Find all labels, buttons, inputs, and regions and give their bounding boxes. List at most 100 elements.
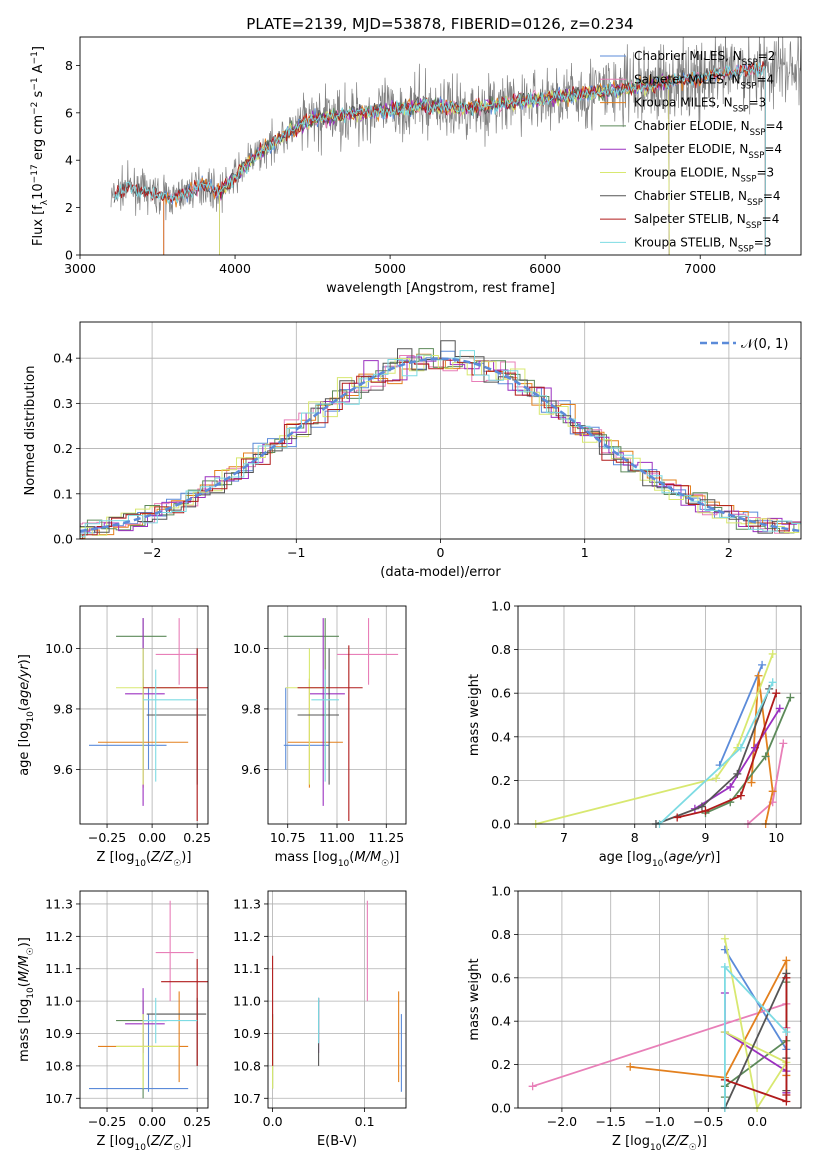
mass-weight-point (626, 1062, 635, 1071)
legend-label: Chabrier MILES, NSSP=2 (634, 49, 775, 68)
residual-histogram (80, 350, 801, 538)
y-tick-label: 8 (65, 58, 73, 73)
legend-label: Chabrier ELODIE, NSSP=4 (634, 119, 783, 138)
mass-weight-point (775, 704, 784, 713)
x-tick-label: −2 (143, 545, 161, 560)
x-tick-label: 7000 (684, 261, 716, 276)
x-tick-label: −2.0 (547, 1114, 577, 1129)
x-tick-label: −1.5 (596, 1114, 626, 1129)
legend-label: Kroupa STELIB, NSSP=3 (634, 235, 772, 254)
observed-spectrum (110, 37, 801, 221)
x-tick-label: 10.75 (270, 830, 306, 845)
mass-weight-point (761, 752, 770, 761)
axes-frame (79, 605, 209, 825)
mass-weight-point (772, 689, 781, 698)
x-tick-label: 6000 (529, 261, 561, 276)
legend-label: Salpeter STELIB, NSSP=4 (634, 212, 779, 231)
y-tick-label: 9.6 (53, 762, 73, 777)
mass-weight-line (705, 697, 792, 814)
mass-weight-point (697, 802, 706, 811)
x-tick-label: 4000 (219, 261, 251, 276)
y-tick-label: 11.2 (45, 929, 73, 944)
mass-weight-point (782, 973, 791, 982)
axes-frame (517, 605, 802, 825)
mass-weight-point (768, 649, 777, 658)
x-axis-label: Z [log10(Z/Z☉)] (612, 1134, 707, 1153)
age-vs-mass-axes: 10.75 11.00 11.25 9.6 9.8 10.0 (233, 606, 406, 845)
y-tick-label: 0.2 (53, 441, 73, 456)
mass-vs-Z-axes: −0.25 0.00 0.25 10.7 10.8 10.9 11.0 11.1 11.2 11.… (45, 891, 211, 1129)
x-axis-label: Z [log10(Z/Z☉)] (97, 850, 192, 869)
y-tick-label: 9.8 (241, 701, 261, 716)
mass-weight-point (720, 934, 729, 943)
y-tick-label: 11.0 (233, 994, 261, 1009)
mass-weight-point (754, 671, 763, 680)
x-tick-label: −0.25 (88, 830, 126, 845)
x-axis-label: (data-model)/error (380, 565, 501, 580)
x-axis-label: E(B-V) (317, 1134, 357, 1149)
mass-weight-point (779, 739, 788, 748)
y-tick-label: 0.2 (491, 1057, 511, 1072)
legend-label: Chabrier STELIB, NSSP=4 (634, 189, 781, 208)
x-axis-label: mass [log10(M/M☉)] (275, 850, 400, 869)
x-tick-label: 2 (725, 545, 733, 560)
x-tick-label: 0.00 (138, 1114, 166, 1129)
y-tick-label: 11.1 (233, 961, 261, 976)
y-tick-label: 10.7 (45, 1091, 73, 1106)
y-axis-label: Flux [fλ10−17 erg cm−2 s−1 A−1] (30, 46, 50, 246)
y-tick-label: 0.0 (53, 532, 73, 547)
mass-weight-point (786, 693, 795, 702)
mass-weight-line (676, 692, 778, 819)
y-tick-label: 10.8 (45, 1058, 73, 1073)
x-tick-label: 3000 (64, 261, 96, 276)
y-tick-label: 11.3 (45, 896, 73, 911)
x-tick-label: 11.00 (319, 830, 355, 845)
y-tick-label: 0.3 (53, 396, 73, 411)
figure-title: PLATE=2139, MJD=53878, FIBERID=0126, z=0… (246, 15, 633, 33)
y-tick-label: 11.0 (45, 994, 73, 1009)
spectrum-legend: Chabrier MILES, NSSP=2 Salpeter MILES, NS… (600, 49, 783, 254)
x-tick-label: 0.1 (355, 1114, 375, 1129)
y-tick-label: 10.7 (233, 1091, 261, 1106)
residual-histogram (80, 359, 801, 540)
x-tick-label: 9 (702, 830, 710, 845)
x-axis-label: age [log10(age/yr)] (599, 850, 721, 869)
x-tick-label: 8 (631, 830, 639, 845)
mass-weight-point (712, 774, 721, 783)
y-tick-label: 0.8 (491, 642, 511, 657)
age-vs-Z-axes: −0.25 0.00 0.25 9.6 9.8 10.0 (45, 606, 211, 845)
axes-frame (79, 890, 209, 1109)
y-tick-label: 10.0 (45, 641, 73, 656)
mass-weight-line (724, 938, 788, 1111)
x-tick-label: 0.00 (138, 830, 166, 845)
x-tick-label: −1.0 (644, 1114, 674, 1129)
mass-weight-point (768, 787, 777, 796)
y-tick-label: 2 (65, 200, 73, 215)
mass-weight-point (747, 778, 756, 787)
x-tick-label: 7 (560, 830, 568, 845)
x-tick-label: −1 (287, 545, 305, 560)
axes-frame (79, 36, 802, 256)
y-tick-label: 0.8 (491, 927, 511, 942)
x-tick-label: 5000 (374, 261, 406, 276)
x-tick-label: 10 (768, 830, 784, 845)
model-spectrum (113, 62, 766, 255)
y-tick-label: 11.2 (233, 929, 261, 944)
y-tick-label: 1.0 (491, 884, 511, 899)
mass-weight-point (673, 813, 682, 822)
x-tick-label: −0.25 (88, 1114, 126, 1129)
y-tick-label: 11.1 (45, 961, 73, 976)
y-axis-label: age [log10(age/yr)] (17, 654, 36, 776)
axes-frame (267, 890, 407, 1109)
mass-weight-point (782, 1090, 791, 1099)
y-tick-label: 0.1 (53, 486, 73, 501)
y-tick-label: 0 (65, 248, 73, 263)
x-tick-label: 0.25 (183, 830, 211, 845)
x-tick-label: 0.0 (747, 1114, 767, 1129)
y-tick-label: 10.9 (233, 1026, 261, 1041)
spectrum-axes: 3000 4000 5000 6000 7000 0 2 4 6 8 (64, 58, 716, 276)
y-tick-label: 0.0 (491, 1101, 511, 1116)
y-axis-label: mass [log10(M/M☉)] (17, 937, 36, 1062)
mass-weight-point (768, 678, 777, 687)
